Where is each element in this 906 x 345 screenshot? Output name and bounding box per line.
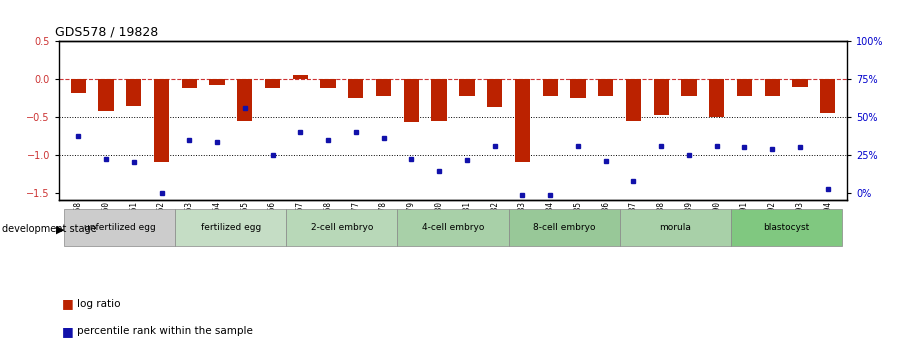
Bar <box>598 79 613 96</box>
Text: development stage: development stage <box>2 225 96 234</box>
Bar <box>653 79 669 116</box>
Text: blastocyst: blastocyst <box>763 223 809 232</box>
Bar <box>321 79 336 88</box>
Bar <box>154 79 169 162</box>
Bar <box>99 79 114 111</box>
Bar <box>508 209 620 246</box>
Text: unfertilized egg: unfertilized egg <box>84 223 156 232</box>
Bar <box>126 79 141 106</box>
Bar <box>293 76 308 79</box>
Bar <box>620 209 730 246</box>
Bar <box>570 79 585 98</box>
Bar <box>265 79 280 88</box>
Bar <box>209 79 225 85</box>
Bar <box>348 79 363 98</box>
Text: ▶: ▶ <box>56 225 64 234</box>
Text: 8-cell embryo: 8-cell embryo <box>533 223 595 232</box>
Bar <box>398 209 508 246</box>
Bar <box>176 209 286 246</box>
Bar <box>792 79 807 87</box>
Bar <box>431 79 447 121</box>
Bar <box>737 79 752 96</box>
Text: percentile rank within the sample: percentile rank within the sample <box>77 326 253 336</box>
Bar <box>487 79 502 107</box>
Text: morula: morula <box>659 223 691 232</box>
Bar <box>182 79 197 88</box>
Text: fertilized egg: fertilized egg <box>201 223 261 232</box>
Bar <box>376 79 391 96</box>
Bar <box>71 79 86 93</box>
Bar <box>709 79 724 117</box>
Bar <box>730 209 842 246</box>
Text: 4-cell embryo: 4-cell embryo <box>422 223 484 232</box>
Bar <box>681 79 697 96</box>
Bar <box>286 209 398 246</box>
Bar <box>765 79 780 96</box>
Text: ■: ■ <box>62 297 73 310</box>
Bar <box>64 209 176 246</box>
Bar <box>515 79 530 162</box>
Text: 2-cell embryo: 2-cell embryo <box>311 223 373 232</box>
Text: log ratio: log ratio <box>77 299 120 308</box>
Bar <box>626 79 641 121</box>
Bar <box>237 79 253 121</box>
Text: GDS578 / 19828: GDS578 / 19828 <box>55 26 159 39</box>
Bar <box>543 79 558 96</box>
Bar <box>404 79 419 122</box>
Bar <box>820 79 835 113</box>
Text: ■: ■ <box>62 325 73 338</box>
Bar <box>459 79 475 96</box>
